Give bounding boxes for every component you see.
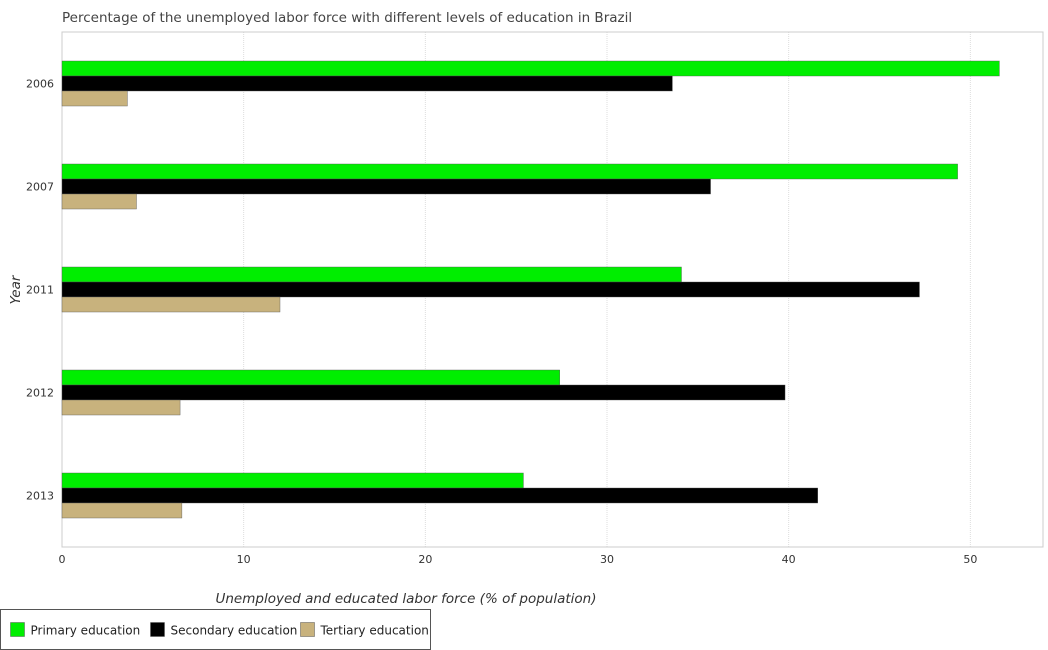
y-axis-title: Year — [8, 274, 24, 304]
x-tick-label: 0 — [59, 553, 66, 566]
y-tick-label: 2011 — [26, 284, 54, 297]
legend: Primary education Secondary education Tert… — [0, 609, 431, 650]
legend-swatch-tertiary-education — [300, 622, 315, 637]
legend-label-primary-education: Primary education — [31, 624, 141, 638]
legend-label-tertiary-education: Tertiary education — [320, 624, 429, 638]
y-tick-label: 2013 — [26, 490, 54, 503]
x-tick-label: 50 — [963, 553, 977, 566]
bar-secondary-education-2013 — [61, 487, 818, 504]
x-axis-title: Unemployed and educated labor force (% o… — [216, 591, 597, 607]
chart-title: Percentage of the unemployed labor force… — [62, 10, 633, 26]
y-tick-label: 2012 — [26, 387, 54, 400]
bar-primary-education-2011 — [61, 266, 682, 283]
y-tick-labels: 2006 2007 2011 2012 2013 — [26, 78, 54, 503]
bar-tertiary-education-2011 — [61, 296, 281, 313]
bar-secondary-education-2011 — [61, 281, 920, 298]
legend-swatch-secondary-education — [150, 622, 165, 637]
bar-tertiary-education-2013 — [61, 502, 183, 519]
bars — [61, 60, 1000, 519]
bar-primary-education-2012 — [61, 369, 560, 386]
bar-primary-education-2013 — [61, 472, 524, 489]
x-tick-label: 10 — [237, 553, 251, 566]
x-tick-label: 40 — [782, 553, 796, 566]
bar-secondary-education-2012 — [61, 384, 786, 401]
bar-tertiary-education-2006 — [61, 90, 128, 107]
bar-primary-education-2007 — [61, 163, 958, 180]
bar-primary-education-2006 — [61, 60, 1000, 77]
x-tick-label: 30 — [600, 553, 614, 566]
x-tick-label: 20 — [418, 553, 432, 566]
bar-secondary-education-2006 — [61, 75, 673, 92]
bar-tertiary-education-2007 — [61, 193, 137, 210]
legend-swatch-primary-education — [10, 622, 25, 637]
legend-box — [0, 609, 431, 650]
bar-tertiary-education-2012 — [61, 399, 181, 416]
y-tick-label: 2006 — [26, 78, 54, 91]
x-tick-labels: 0 10 20 30 40 50 — [59, 553, 978, 566]
legend-label-secondary-education: Secondary education — [171, 624, 298, 638]
y-tick-label: 2007 — [26, 181, 54, 194]
bar-secondary-education-2007 — [61, 178, 711, 195]
